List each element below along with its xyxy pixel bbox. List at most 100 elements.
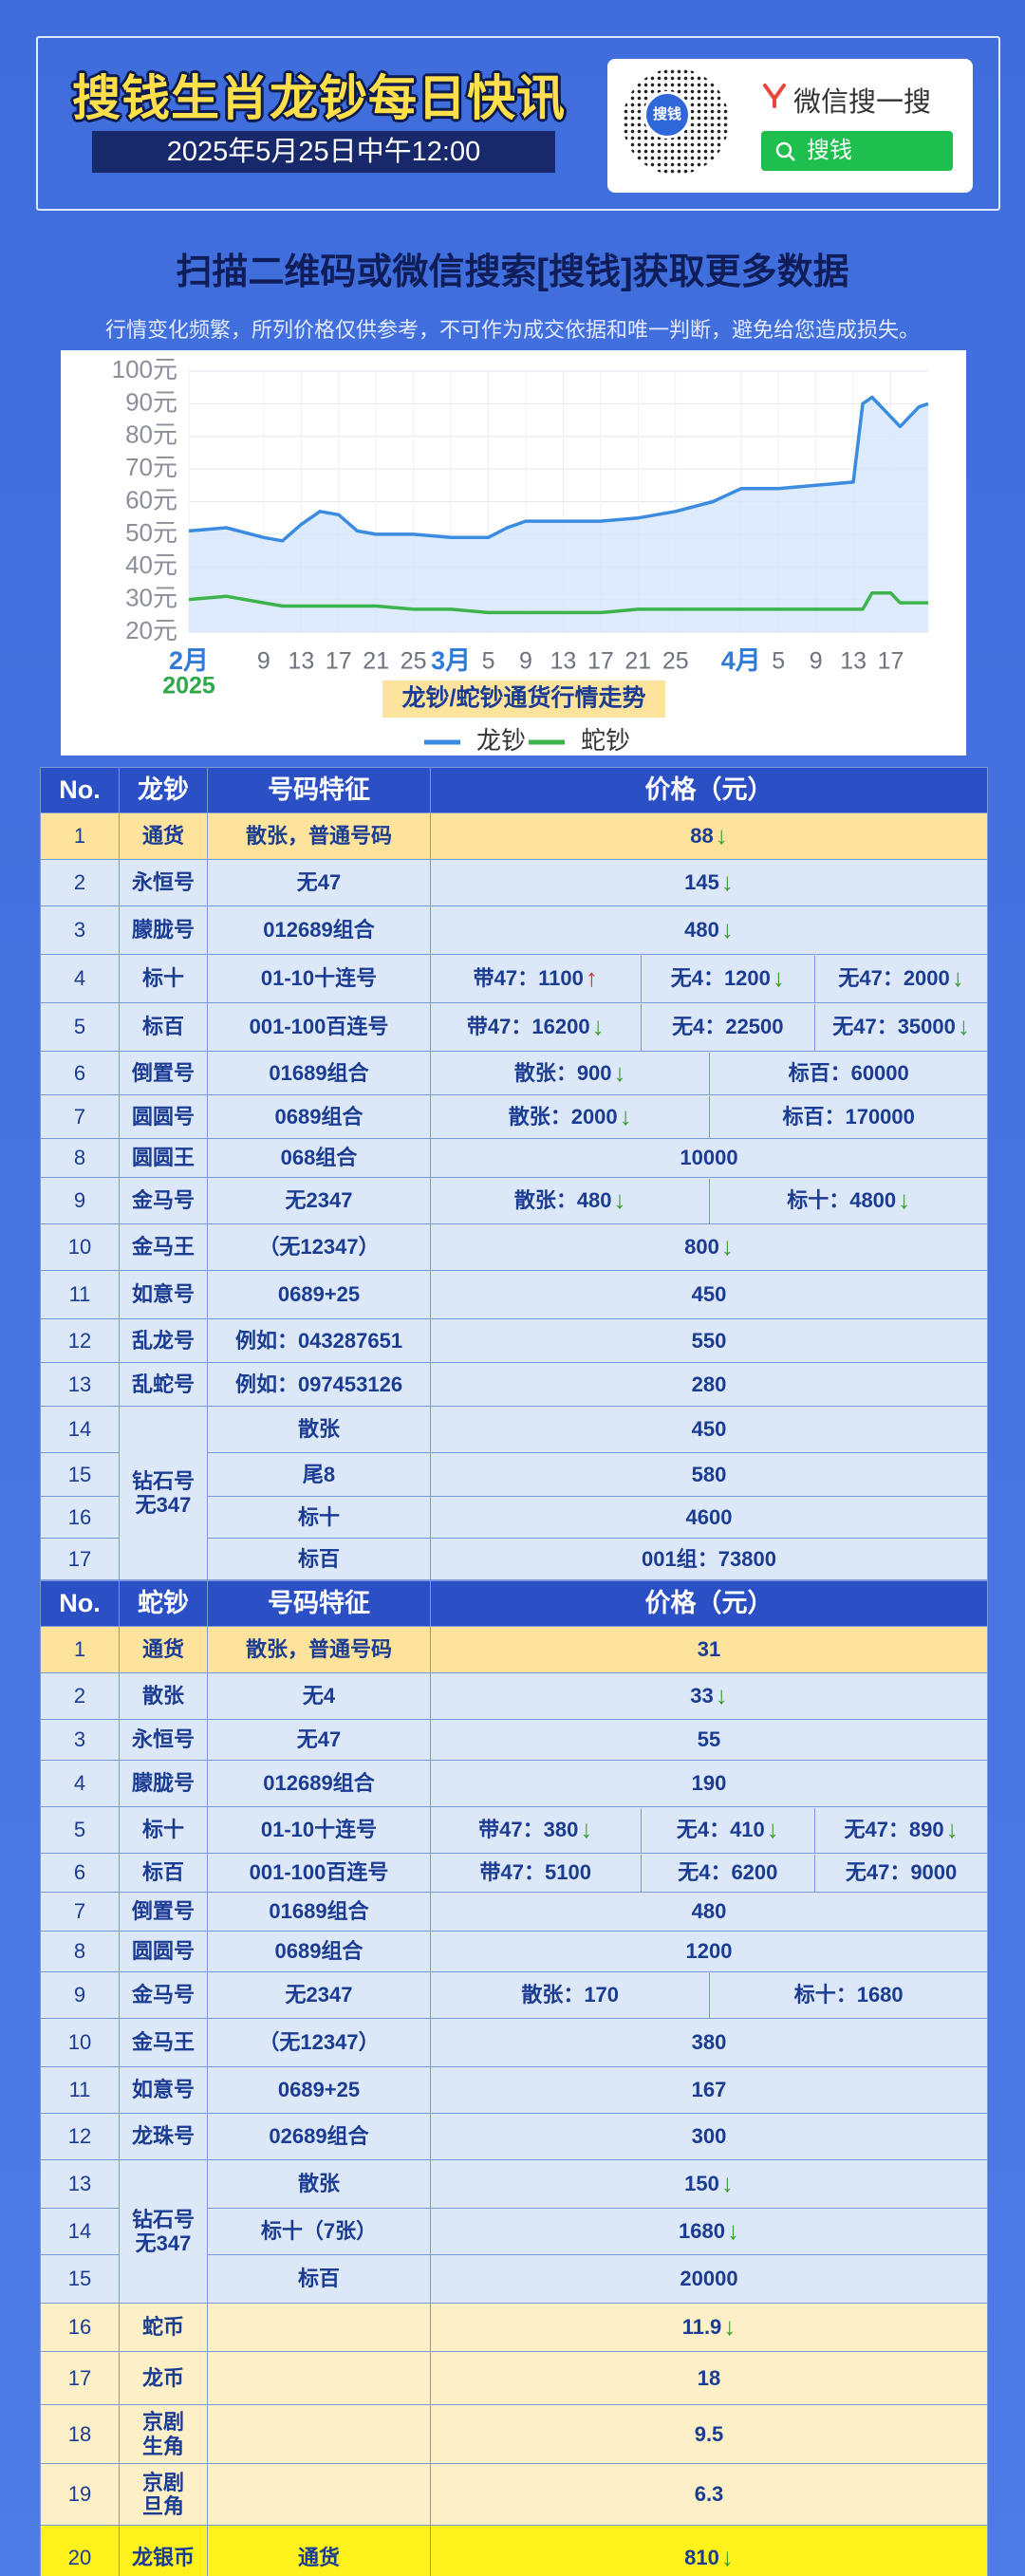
item-feature: 标十（7张） <box>207 2208 431 2255</box>
price-cell: 10000 <box>430 1138 988 1178</box>
price-cell: 散张：480 ↓ 标十：4800 ↓ <box>430 1177 988 1224</box>
price-item: 6.3 <box>431 2465 987 2525</box>
price-item: 散张：900 ↓ <box>431 1053 709 1094</box>
table-row: 5 标百 001-100百连号 带47：16200 ↓ 无4：22500 无47：35000… <box>40 1002 988 1052</box>
item-name: 圆圆号 <box>119 1931 208 1972</box>
item-feature: 01-10十连号 <box>207 1806 431 1854</box>
price-text: 1200 <box>685 1939 733 1964</box>
price-text: 散张：900 <box>513 1060 612 1085</box>
price-cell: 550 <box>430 1318 988 1363</box>
y-tick-label: 50元 <box>125 518 177 547</box>
y-tick-label: 40元 <box>125 551 177 579</box>
x-tick-label: 3月 <box>431 646 471 675</box>
row-number: 19 <box>40 2463 120 2526</box>
table-row: 3 朦胧号 012689组合 480 ↓ <box>40 905 988 955</box>
price-item: 167 <box>431 2068 987 2113</box>
header-row: No. 龙钞 号码特征 价格（元） <box>40 767 988 813</box>
row-number: 6 <box>40 1853 120 1893</box>
price-text: 1680 <box>679 2219 725 2244</box>
item-feature: 01-10十连号 <box>207 954 431 1003</box>
table-row: 17 标百 001组：73800 <box>40 1538 988 1580</box>
price-text: 150 <box>684 2172 719 2196</box>
price-cell: 31 <box>430 1626 988 1673</box>
y-tick-label: 80元 <box>125 420 177 449</box>
chart-box: 20元 30元 40元 50元 60元 70元 80元 90元 100元 2月 9 13 17 21 25 3… <box>61 350 966 756</box>
search-button[interactable]: 搜钱 <box>761 131 953 171</box>
row-number: 1 <box>40 812 120 860</box>
price-text: 280 <box>691 1372 727 1396</box>
row-number: 13 <box>40 2159 120 2209</box>
row-number: 4 <box>40 954 120 1003</box>
price-item: 散张：480 ↓ <box>431 1179 709 1223</box>
price-trend: ↓ <box>766 1815 779 1844</box>
price-item: 145 ↓ <box>431 861 987 905</box>
line <box>188 591 928 615</box>
row-number: 11 <box>40 2066 120 2114</box>
price-group: 带47：1100 ↑ 无4：1200 ↓ 无47：2000 ↓ <box>431 955 987 1002</box>
price-group: 带47：16200 ↓ 无4：22500 无47：35000 ↓ <box>431 1003 987 1051</box>
price-item: 810 ↓ <box>431 2527 987 2576</box>
legend-label: 蛇钞 <box>581 726 630 755</box>
price-group: 散张：900 ↓ 标百：60000 <box>431 1052 987 1094</box>
table-row: 7 倒置号 01689组合 480 <box>40 1892 988 1932</box>
price-text: 6.3 <box>694 2482 724 2507</box>
price-cell: 580 <box>430 1452 988 1497</box>
price-trend: ↓ <box>951 963 964 993</box>
price-cell: 450 <box>430 1406 988 1453</box>
price-group: 55 <box>431 1721 987 1760</box>
price-item: 4600 <box>431 1498 987 1538</box>
price-cell: 480 <box>430 1892 988 1932</box>
chart-title-box <box>382 681 665 718</box>
price-trend: ↓ <box>723 2312 736 2342</box>
item-feature: 012689组合 <box>207 905 431 955</box>
item-feature: 无47 <box>207 1719 431 1761</box>
price-item: 380 <box>431 2020 987 2066</box>
price-item: 480 <box>431 1894 987 1931</box>
price-text: 无4：6200 <box>678 1860 778 1885</box>
price-cell: 300 <box>430 2113 988 2160</box>
price-text: 无47：35000 <box>832 1015 956 1039</box>
price-text: 带47：1100 <box>473 966 584 991</box>
price-cell: 33 ↓ <box>430 1672 988 1720</box>
table-row: 13 乱蛇号 例如：097453126 280 <box>40 1362 988 1407</box>
price-table: No. 龙钞 号码特征 价格（元） 1 通货 散张，普通号码 88 ↓ 2 永恒号 无47 145 ↓ 3 朦… <box>40 767 988 1580</box>
item-name: 京剧 旦角 <box>119 2463 208 2526</box>
price-group: 6.3 <box>431 2465 987 2525</box>
price-item: 55 <box>431 1721 987 1760</box>
item-name: 散张 <box>119 1672 208 1720</box>
search-icon-handle <box>788 154 795 161</box>
price-item: 标百：60000 <box>709 1052 987 1094</box>
y-tick-label: 20元 <box>125 616 177 644</box>
tables: No. 龙钞 号码特征 价格（元） 1 通货 散张，普通号码 88 ↓ 2 永恒号 无47 145 ↓ 3 朦… <box>40 767 988 2576</box>
price-group: 9.5 <box>431 2406 987 2463</box>
item-feature: 尾8 <box>207 1452 431 1497</box>
price-text: 480 <box>684 918 719 943</box>
price-group: 20000 <box>431 2256 987 2303</box>
row-number: 15 <box>40 2254 120 2304</box>
price-group: 带47：380 ↓ 无4：410 ↓ 无47：890 ↓ <box>431 1807 987 1853</box>
item-name: 京剧 生角 <box>119 2404 208 2464</box>
price-cell: 带47：1100 ↑ 无4：1200 ↓ 无47：2000 ↓ <box>430 954 988 1003</box>
price-text: 31 <box>697 1637 721 1662</box>
row-number: 15 <box>40 1452 120 1497</box>
price-text: 55 <box>697 1727 721 1752</box>
price-item: 10000 <box>431 1140 987 1177</box>
item-feature: 散张，普通号码 <box>207 812 431 860</box>
price-trend: ↑ <box>585 963 598 993</box>
price-trend: ↓ <box>613 1185 626 1215</box>
table-row: 10 金马王 （无12347） 380 <box>40 2018 988 2067</box>
price-item: 1200 <box>431 1932 987 1971</box>
price-cell: 带47：380 ↓ 无4：410 ↓ 无47：890 ↓ <box>430 1806 988 1854</box>
price-text: 散张：170 <box>521 1983 620 2007</box>
price-item: 20000 <box>431 2256 987 2303</box>
item-feature: 0689组合 <box>207 1094 431 1139</box>
price-item: 散张：2000 ↓ <box>431 1096 709 1138</box>
price-item: 550 <box>431 1320 987 1362</box>
x-tick-label: 9 <box>810 648 823 675</box>
qr-box: 搜钱 微信搜一搜 搜钱 <box>607 59 973 193</box>
item-name: 标百 <box>119 1853 208 1893</box>
price-item: 300 <box>431 2115 987 2159</box>
table-row: 12 龙珠号 02689组合 300 <box>40 2113 988 2160</box>
price-text: 带47：5100 <box>479 1860 591 1885</box>
